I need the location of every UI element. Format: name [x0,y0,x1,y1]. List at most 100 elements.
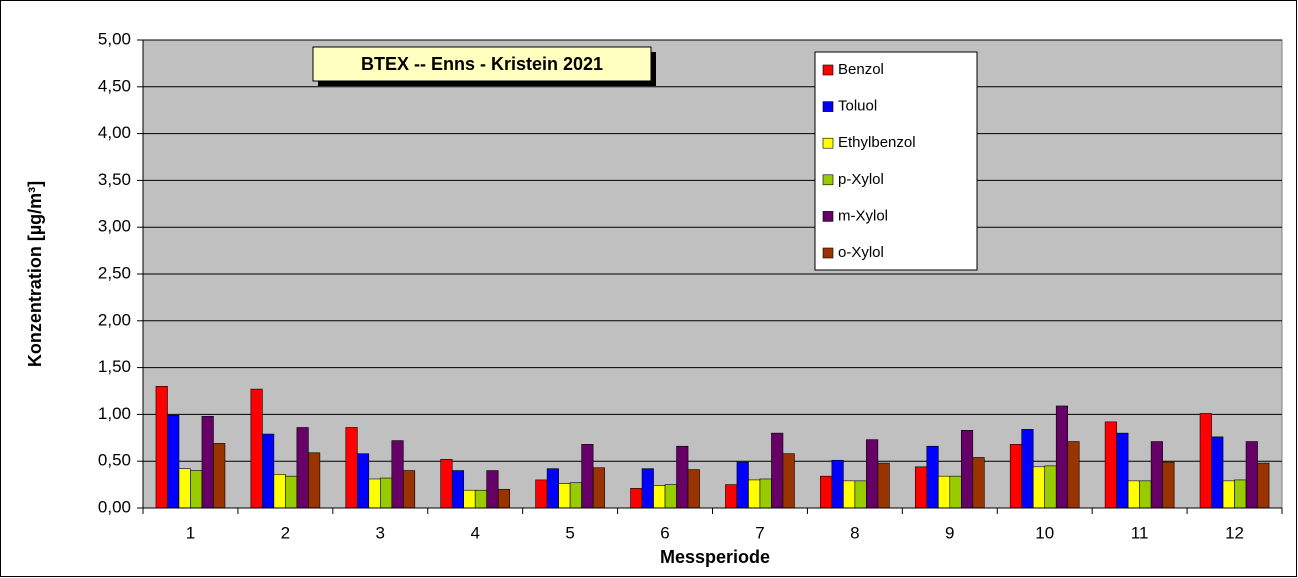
bar [972,457,985,509]
bar [1055,405,1069,509]
bar [535,479,548,509]
legend-swatch [822,64,834,76]
bar [262,433,275,509]
legend-label: m-Xylol [838,207,888,224]
bar [546,468,559,509]
bar [937,475,951,509]
legend-label: Ethylbenzol [838,134,916,151]
x-axis-label: Messperiode [660,547,770,567]
bar [1127,480,1140,509]
bar [831,459,844,509]
bar [379,477,393,509]
legend-swatch [822,174,834,186]
y-axis-label: Konzentration [µg/m³] [25,181,45,367]
y-tick-label: 3,00 [98,217,131,236]
legend-swatch [822,211,834,222]
x-tick-label: 12 [1225,523,1244,542]
bar [854,480,867,509]
bar [1021,429,1034,509]
chart-title: BTEX -- Enns - Kristein 2021 [361,54,603,74]
bar [190,470,203,509]
y-tick-label: 5,00 [98,29,131,48]
bar [960,430,974,509]
bar [843,480,856,509]
bar [1199,413,1212,509]
bar [914,466,928,509]
bar [748,479,761,509]
x-tick-label: 6 [660,523,669,542]
x-tick-label: 2 [281,523,290,542]
bar [345,427,358,509]
x-tick-label: 10 [1035,523,1054,542]
bar [285,475,298,509]
legend-swatch [822,101,834,112]
bar [356,453,370,509]
bar [201,415,214,509]
bar [820,475,833,509]
bar [1067,441,1080,509]
y-tick-label: 1,00 [98,404,131,423]
bar [1032,466,1046,509]
bar [1245,441,1258,509]
bar [167,415,180,509]
y-tick-label: 2,50 [98,263,131,282]
bar [1139,480,1152,509]
bar [1234,479,1247,509]
bar [782,453,795,509]
bar [1162,461,1175,509]
bar [391,440,404,509]
bar [250,388,263,509]
legend-label: p-Xylol [838,171,884,188]
bar [486,470,499,509]
y-tick-label: 4,50 [98,76,131,95]
bar [402,470,416,509]
bar [736,461,749,509]
bar [771,432,784,509]
bar [474,489,488,509]
bar [641,468,654,509]
x-tick-label: 5 [565,523,574,542]
bar [273,474,286,509]
bar [368,478,381,509]
bar [687,469,700,509]
legend [814,51,978,271]
bar [1150,441,1163,509]
y-tick-label: 2,00 [98,310,131,329]
x-tick-label: 11 [1131,523,1149,542]
bar [866,439,879,509]
bar [949,475,962,509]
bar [308,452,321,509]
bar [759,478,772,509]
bar [630,488,643,509]
bar [296,427,309,509]
legend-label: o-Xylol [838,244,884,261]
legend-label: Benzol [838,61,884,78]
x-tick-label: 1 [186,523,195,542]
y-tick-label: 1,50 [98,357,131,376]
bar [653,485,666,509]
y-tick-label: 3,50 [98,170,131,189]
legend-label: Toluol [838,98,877,115]
y-tick-label: 0,50 [98,451,131,470]
bar [926,445,939,509]
bar [463,489,476,509]
bar [497,488,511,509]
x-tick-label: 3 [376,523,385,542]
bar [558,483,571,509]
bar [1222,480,1235,509]
bar [155,386,168,509]
bar [877,462,890,509]
bar [725,484,738,509]
bar [592,467,605,509]
bar [178,468,191,509]
title-box [312,46,652,82]
bar [1257,462,1270,509]
legend-swatch [822,137,834,149]
x-tick-label: 4 [470,523,479,542]
bar [213,443,226,509]
x-tick-label: 7 [755,523,764,542]
x-tick-label: 8 [850,523,859,542]
y-tick-label: 4,00 [98,123,131,142]
legend-swatch [822,247,834,259]
